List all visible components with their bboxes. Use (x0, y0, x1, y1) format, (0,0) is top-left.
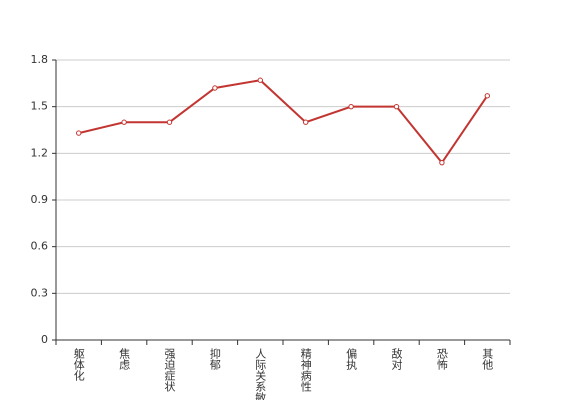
point (166, 119, 173, 125)
x-tick-label: 躯体化 (72, 348, 85, 382)
x-tick-label: 敌对 (390, 347, 403, 370)
x-tick-label: 焦虑 (118, 348, 131, 370)
x-tick-label: 精神病性 (299, 348, 312, 393)
point (439, 159, 445, 166)
point (257, 77, 263, 83)
point (348, 103, 354, 110)
point (393, 103, 400, 110)
y-tick-label: 0.6 (31, 240, 49, 253)
x-tick-label: 偏执 (345, 347, 358, 371)
point (484, 93, 490, 99)
y-tick-label: 1.8 (31, 53, 49, 66)
y-tick-label: 1.5 (31, 100, 49, 113)
x-tick-label: 恐怖 (435, 348, 448, 370)
x-tick-label: 人际关系敏感 (254, 348, 267, 400)
point (212, 85, 218, 91)
point (303, 119, 309, 125)
point (121, 119, 127, 125)
x-tick-label: 强迫症状 (163, 348, 176, 392)
y-tick-label: 0.9 (31, 193, 49, 206)
x-tick-label: 其他 (481, 348, 494, 370)
y-tick-label: 1.2 (31, 146, 49, 159)
point (76, 130, 82, 136)
y-tick-label: 0.3 (31, 286, 49, 299)
y-tick-label: 0 (41, 333, 48, 346)
x-tick-label: 抑郁 (208, 347, 221, 370)
line (78, 79, 489, 165)
